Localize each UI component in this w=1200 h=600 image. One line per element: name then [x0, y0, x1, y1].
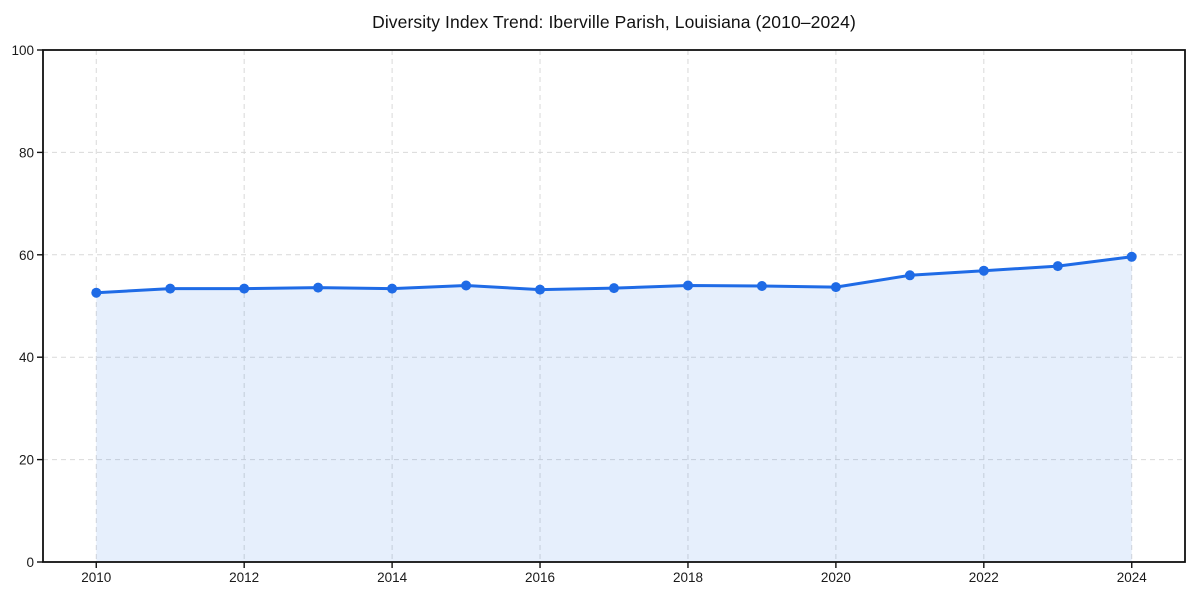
data-point [313, 282, 324, 293]
x-tick-label: 2020 [821, 570, 851, 585]
area-fill [96, 256, 1132, 562]
data-point [165, 283, 176, 294]
data-point [904, 270, 915, 281]
data-point [535, 284, 545, 295]
data-point [1052, 261, 1063, 272]
x-tick-label: 2016 [525, 570, 555, 585]
chart-title: Diversity Index Trend: Iberville Parish,… [372, 12, 856, 32]
y-tick-label: 40 [19, 350, 34, 365]
data-point [756, 281, 767, 291]
y-tick-label: 100 [11, 43, 34, 58]
x-tick-label: 2014 [377, 570, 408, 585]
data-point [830, 282, 841, 293]
y-tick-label: 20 [19, 453, 34, 468]
data-point [609, 283, 619, 294]
data-point [978, 265, 989, 276]
x-tick-label: 2010 [81, 570, 111, 585]
data-point [683, 280, 693, 291]
y-tick-label: 0 [26, 555, 34, 570]
data-point [91, 287, 102, 298]
x-tick-label: 2012 [229, 570, 259, 585]
data-point [239, 283, 250, 294]
x-tick-label: 2024 [1117, 570, 1148, 585]
data-point [461, 280, 472, 291]
y-tick-label: 80 [19, 145, 34, 160]
data-point [387, 283, 398, 294]
data-point [1126, 251, 1137, 262]
y-tick-label: 60 [19, 248, 34, 263]
plot-border [42, 49, 1186, 563]
x-tick-label: 2018 [673, 570, 703, 585]
x-tick-label: 2022 [969, 570, 999, 585]
